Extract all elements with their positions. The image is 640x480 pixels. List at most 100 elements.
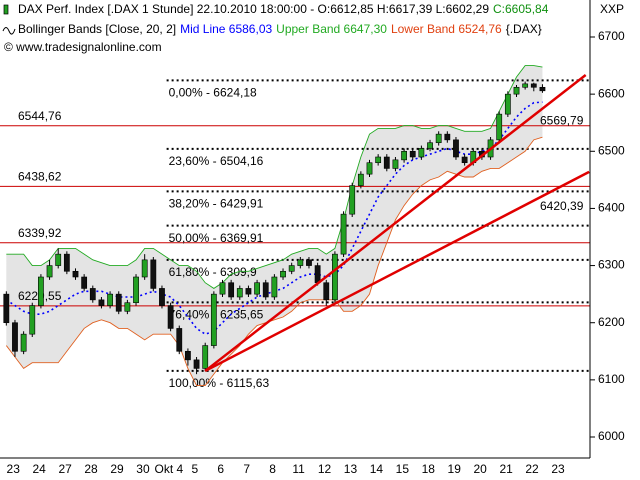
fib-label: 0,00% - 6624,18: [169, 85, 257, 99]
level-label: 6438,62: [18, 170, 62, 184]
level-label: 6339,92: [18, 226, 62, 240]
candle-body: [418, 148, 425, 158]
y-tick-label: 6500: [598, 143, 625, 157]
candle-body: [141, 259, 148, 278]
legend-text: Lower Band 6524,76: [391, 22, 502, 36]
candle-body: [453, 139, 459, 158]
candle-body: [185, 350, 191, 361]
candle-body: [236, 288, 243, 298]
x-tick-label: 21: [499, 462, 513, 476]
y-tick-label: 6400: [598, 201, 625, 215]
candle-body: [228, 282, 235, 298]
candle-body: [262, 282, 269, 298]
candle-body: [63, 253, 70, 272]
candle-body: [513, 86, 520, 95]
trend-line: [204, 170, 590, 373]
fib-label: 23,60% - 6504,16: [169, 154, 264, 168]
trend-label: 6569,79: [540, 114, 584, 128]
candle-body: [150, 259, 157, 289]
y-tick-label: 6100: [598, 372, 625, 386]
x-tick-label: 12: [318, 462, 332, 476]
fib-label: 100,00% - 6115,63: [169, 376, 270, 390]
x-tick-label: 24: [33, 462, 47, 476]
fib-label: 38,20% - 6429,91: [169, 197, 264, 211]
candle-body: [461, 156, 468, 164]
candle-body: [107, 293, 113, 306]
candle-body: [55, 253, 62, 266]
candle-body: [496, 113, 503, 141]
indicator-icon: [2, 27, 16, 35]
x-tick-label: 7: [243, 462, 250, 476]
candle-body: [115, 293, 122, 312]
candle-body: [12, 322, 18, 352]
x-tick-label: 5: [191, 462, 198, 476]
candle-body: [306, 259, 312, 266]
candle-body: [176, 328, 183, 352]
candle-body: [297, 259, 304, 266]
x-tick-label: 30: [136, 462, 150, 476]
x-tick-label: 23: [551, 462, 565, 476]
candle-body: [89, 288, 96, 301]
y-tick-label: 6600: [598, 86, 625, 100]
x-tick-label: 28: [84, 462, 98, 476]
candle-body: [210, 293, 217, 346]
candle-body: [29, 305, 36, 335]
header-text: C:6605,84: [493, 2, 549, 16]
candle-body: [81, 276, 88, 289]
candle-body: [314, 265, 321, 284]
band-line: [5, 136, 543, 387]
legend-text: Bollinger Bands [Close, 20, 2]: [18, 22, 176, 36]
x-tick-label: 29: [110, 462, 124, 476]
y-tick-label: 6300: [598, 258, 625, 272]
legend-text: Mid Line 6586,03: [180, 22, 272, 36]
candle-body: [444, 133, 451, 141]
legend-text: {.DAX}: [506, 22, 542, 36]
candle-body: [254, 282, 260, 295]
candle-body: [38, 276, 44, 306]
candle-body: [193, 359, 200, 369]
candle-body: [167, 305, 174, 329]
band-line: [6, 65, 543, 289]
x-tick-label: 6: [217, 462, 224, 476]
header-text: DAX Perf. Index [.DAX 1 Stunde] 22.10.20…: [18, 2, 489, 16]
candle-body: [435, 133, 442, 144]
y-tick-label: 6700: [598, 29, 625, 43]
level-label: 6544,76: [18, 109, 62, 123]
candle-body: [392, 159, 399, 169]
candle-body: [409, 150, 416, 158]
candle-body: [46, 265, 53, 278]
candle-body: [202, 345, 209, 369]
candle-body: [332, 253, 338, 301]
candle-body: [219, 282, 226, 295]
candle-body: [98, 299, 105, 306]
x-tick-label: 20: [474, 462, 488, 476]
x-tick-label: 19: [448, 462, 462, 476]
candle-body: [427, 142, 433, 149]
candle-body: [3, 293, 10, 324]
header-line: DAX Perf. Index [.DAX 1 Stunde] 22.10.20…: [18, 2, 549, 16]
legend-text: Upper Band 6647,30: [276, 22, 387, 36]
candle-body: [340, 213, 347, 255]
trend-label: 6420,39: [540, 199, 584, 213]
candle-body: [357, 173, 364, 186]
fib-label: 50,00% - 6369,91: [169, 231, 264, 245]
fib-label: 61,80% - 6309,9: [169, 265, 257, 279]
x-tick-label: 27: [58, 462, 72, 476]
candle-body: [504, 93, 511, 115]
candle-body: [20, 333, 27, 352]
candle-icon: [3, 4, 9, 15]
axis-title: XXP: [600, 2, 624, 16]
candle-body: [383, 156, 390, 169]
x-tick-label: 18: [422, 462, 436, 476]
x-tick-label: 14: [370, 462, 384, 476]
x-tick-label: 22: [525, 462, 539, 476]
candle-body: [522, 83, 529, 88]
y-tick-label: 6200: [598, 315, 625, 329]
candle-body: [375, 156, 382, 164]
candle-body: [280, 270, 286, 278]
legend-line: Bollinger Bands [Close, 20, 2] Mid Line 6…: [18, 22, 542, 36]
candle-body: [401, 150, 407, 161]
